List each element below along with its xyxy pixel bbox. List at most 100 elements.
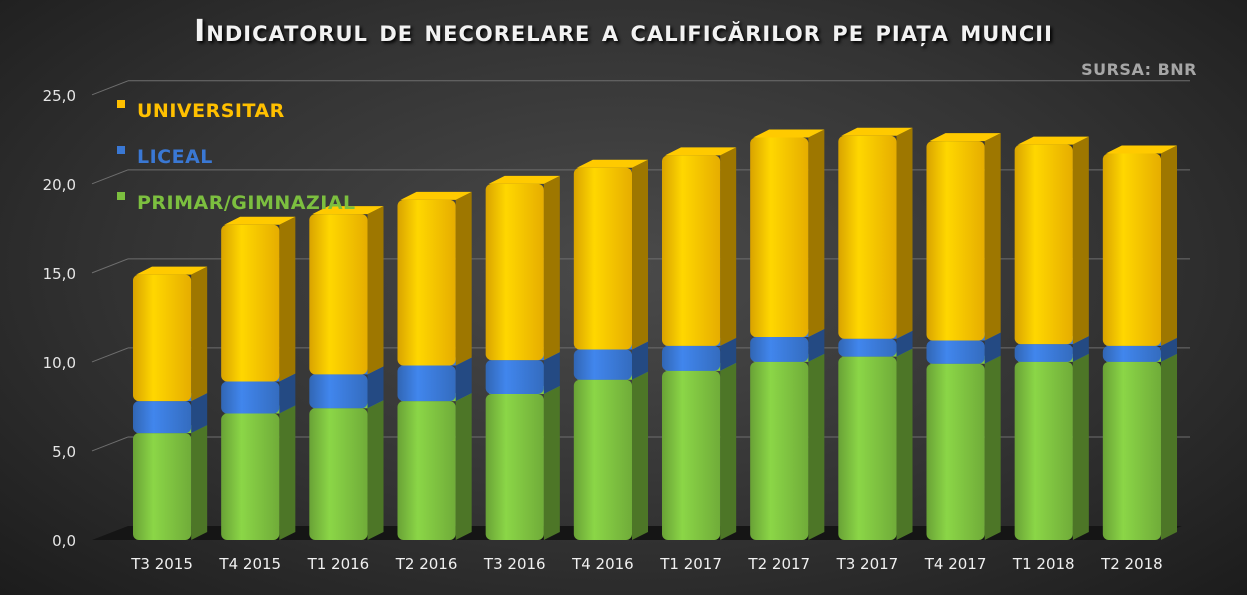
bar-front	[750, 336, 809, 362]
legend-item: PRIMAR/GIMNAZIAL	[117, 180, 356, 226]
bar-side	[543, 175, 560, 361]
bar-front	[1102, 361, 1162, 540]
bar-front	[750, 361, 809, 540]
bar-side	[984, 355, 1001, 540]
bar-primar-gimnazial-5	[573, 371, 649, 540]
bar-universitar-0	[132, 266, 208, 402]
chart-title: Indicatorul de necorelare a calificărilo…	[194, 14, 1053, 49]
gridline-diagonal	[91, 258, 129, 274]
bar-front	[838, 338, 897, 357]
y-tick-label: 25,0	[43, 87, 76, 105]
bar-primar-gimnazial-7	[750, 353, 825, 540]
bar-side	[1161, 145, 1178, 346]
bar-top	[664, 147, 737, 156]
bar-side	[191, 425, 208, 540]
x-tick-label: T2 2018	[1100, 555, 1163, 573]
x-tick-label: T3 2015	[130, 555, 193, 573]
bar-front	[132, 274, 192, 402]
legend-label: LICEAL	[137, 146, 213, 168]
bar-front	[132, 433, 192, 540]
bar-front	[661, 155, 721, 346]
bar-side	[896, 330, 913, 357]
legend-swatch	[117, 146, 125, 154]
bar-side	[984, 133, 1001, 341]
bar-front	[397, 199, 456, 366]
bar-top	[400, 191, 472, 200]
bar-primar-gimnazial-2	[309, 400, 384, 540]
bar-side	[896, 127, 913, 339]
x-tick-label: T3 2016	[483, 555, 546, 573]
bar-front	[926, 141, 985, 341]
bar-universitar-8	[838, 127, 913, 339]
y-tick-label: 20,0	[43, 176, 76, 194]
gridline-diagonal	[91, 169, 129, 185]
legend-item: UNIVERSITAR	[117, 88, 356, 134]
bar-side	[632, 371, 649, 540]
x-tick-label: T4 2016	[571, 555, 634, 573]
bar-side	[720, 147, 737, 346]
bar-side	[543, 385, 560, 540]
x-tick-label: T4 2015	[218, 555, 281, 573]
bar-front	[1014, 344, 1073, 362]
bar-front	[132, 401, 192, 434]
bar-universitar-4	[485, 175, 560, 361]
x-tick-label: T1 2018	[1012, 555, 1075, 573]
bar-universitar-11	[1102, 145, 1178, 346]
bar-universitar-2	[309, 206, 384, 375]
bar-top	[488, 175, 560, 184]
legend: UNIVERSITAR LICEAL PRIMAR/GIMNAZIAL	[117, 88, 356, 226]
bar-primar-gimnazial-1	[221, 405, 296, 540]
bar-primar-gimnazial-4	[485, 385, 560, 540]
bar-side	[808, 328, 825, 362]
bar-front	[661, 345, 721, 371]
x-tick-label: T1 2017	[659, 555, 722, 573]
bar-universitar-5	[573, 159, 649, 350]
bar-primar-gimnazial-9	[926, 355, 1001, 540]
chart-source: SURSA: BNR	[1081, 60, 1197, 79]
bar-front	[309, 408, 368, 540]
bar-front	[573, 349, 633, 380]
bar-top	[1105, 145, 1178, 154]
bar-universitar-7	[750, 129, 825, 337]
bar-universitar-10	[1014, 136, 1089, 345]
bar-universitar-9	[926, 133, 1001, 341]
bar-front	[1102, 153, 1162, 346]
bar-side	[720, 337, 737, 371]
bar-primar-gimnazial-6	[661, 362, 737, 540]
bar-side	[984, 332, 1001, 364]
bar-side	[896, 348, 913, 540]
bar-front	[926, 340, 985, 364]
x-tick-label: T1 2016	[307, 555, 370, 573]
bar-side	[632, 159, 649, 350]
bar-front	[573, 379, 633, 540]
x-tick-label: T4 2017	[924, 555, 987, 573]
bar-side	[191, 266, 208, 402]
bar-side	[1161, 353, 1178, 540]
bar-primar-gimnazial-10	[1014, 353, 1089, 540]
bar-top	[576, 159, 649, 168]
bar-front	[838, 356, 897, 540]
bar-front	[485, 360, 544, 394]
bar-primar-gimnazial-11	[1102, 353, 1178, 540]
y-tick-label: 10,0	[43, 354, 76, 372]
bar-side	[279, 373, 296, 414]
legend-label: PRIMAR/GIMNAZIAL	[137, 192, 356, 214]
bar-side	[1072, 353, 1089, 540]
bar-front	[221, 381, 280, 414]
x-tick-label: T3 2017	[836, 555, 899, 573]
gridline-diagonal	[91, 80, 129, 96]
bar-liceal-3	[397, 357, 472, 402]
bar-top	[841, 127, 913, 136]
bar-side	[455, 357, 472, 402]
bar-side	[279, 216, 296, 382]
bar-universitar-1	[221, 216, 296, 382]
bar-top	[135, 266, 208, 275]
bar-front	[309, 374, 368, 409]
bar-side	[367, 206, 384, 375]
bar-top	[929, 133, 1001, 142]
legend-label: UNIVERSITAR	[137, 100, 285, 122]
bar-top	[312, 206, 384, 215]
bar-side	[367, 366, 384, 409]
bar-front	[221, 413, 280, 540]
x-tick-label: T2 2017	[747, 555, 810, 573]
